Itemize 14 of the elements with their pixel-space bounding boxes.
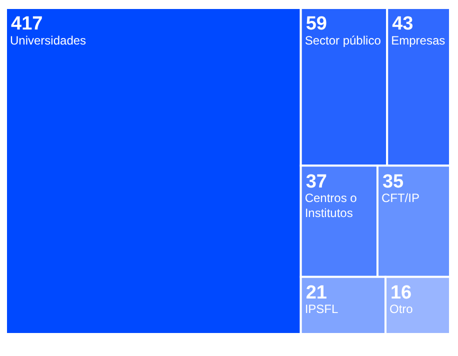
data-label: 16 [390,282,412,304]
data-label: 43 [392,14,414,35]
data-label: 35 [382,171,404,192]
data-label: 37 [306,171,327,192]
category-label: Otro [389,302,414,316]
category-label: Universidades [10,33,86,48]
data-label: 417 [11,14,43,35]
category-label: Centros o Institutos [304,190,358,220]
category-label: IPSFL [304,302,338,316]
category-label: Sector público [304,33,382,48]
category-label: CFT/IP [381,190,420,205]
category-label: Empresas [391,33,446,48]
data-label: 21 [306,282,328,304]
data-label: 59 [306,14,327,35]
